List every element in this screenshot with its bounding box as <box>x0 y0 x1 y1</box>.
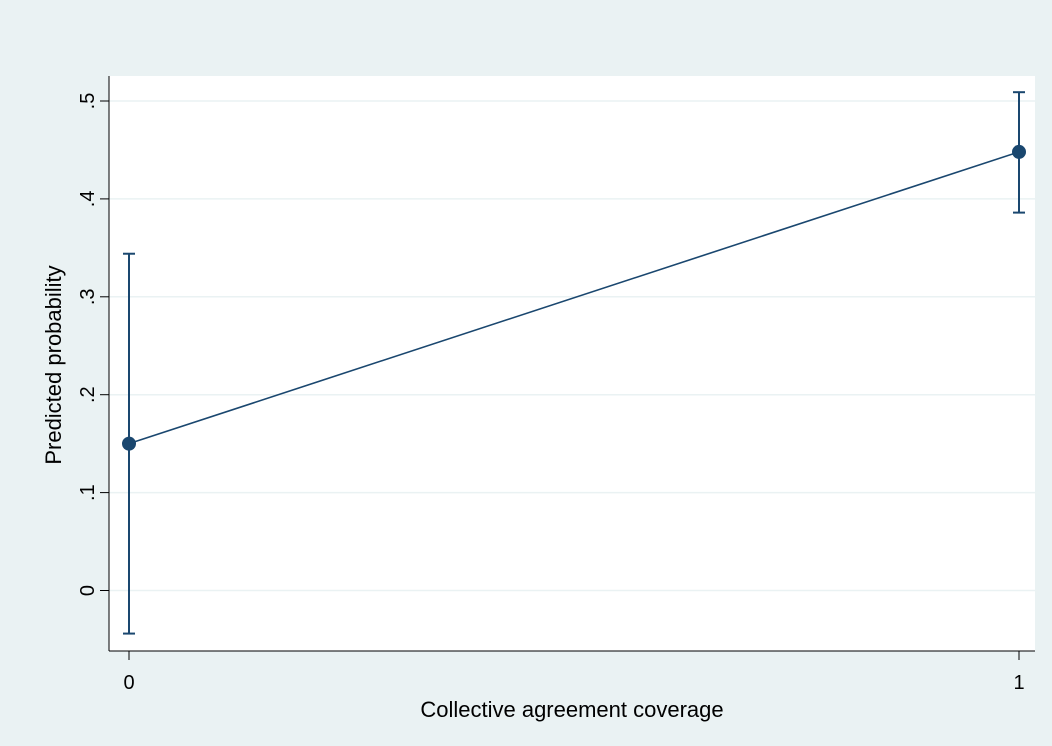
y-axis: 0 .1 .2 .3 .4 .5 <box>77 76 110 651</box>
data-point <box>1012 144 1026 159</box>
plot-area <box>109 76 1035 651</box>
x-axis-title: Collective agreement coverage <box>420 697 723 722</box>
y-axis-title: Predicted probability <box>41 265 66 464</box>
x-tick-label: 0 <box>123 672 134 694</box>
gridlines <box>109 100 1035 592</box>
y-tick-label: .5 <box>77 93 99 110</box>
y-tick-label: .3 <box>77 288 99 305</box>
y-tick-label: 0 <box>77 585 99 596</box>
series-layer <box>122 91 1026 635</box>
y-tick-label: .2 <box>77 386 99 403</box>
data-point <box>122 436 136 451</box>
y-tick-label: .4 <box>77 191 99 208</box>
series-line <box>128 151 1020 445</box>
x-tick-label: 1 <box>1013 672 1024 694</box>
y-tick-label: .1 <box>77 484 99 501</box>
